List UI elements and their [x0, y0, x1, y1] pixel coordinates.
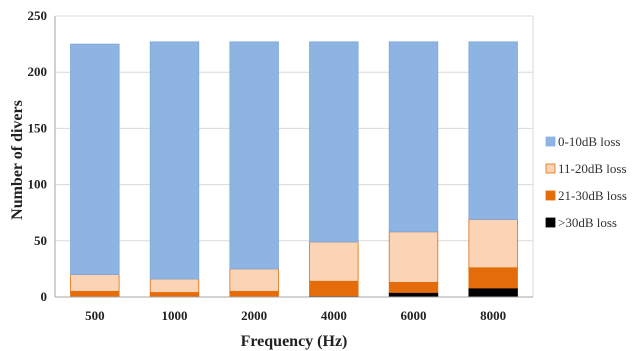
legend-swatch [545, 217, 556, 228]
legend-label: 21-30dB loss [558, 188, 627, 203]
bar-segment [70, 274, 120, 292]
axes [54, 16, 533, 298]
y-tick-label: 250 [28, 8, 48, 23]
gridlines [55, 15, 534, 298]
y-axis-label: Number of divers [9, 100, 26, 220]
bar-segment [309, 41, 359, 243]
x-tick-label: 8000 [480, 308, 506, 323]
y-tick-label: 150 [28, 120, 48, 135]
bar-segment [388, 41, 439, 233]
x-tick-label: 4000 [321, 308, 347, 323]
bar-segment [229, 41, 279, 270]
bar-segment [229, 290, 279, 298]
y-tick-labels: 0 50 100 150 200 250 [28, 8, 48, 304]
bar-segment [468, 287, 518, 298]
bar-segment [468, 267, 518, 289]
bar-segment [388, 281, 439, 293]
bar-segment [468, 41, 518, 220]
bar-segment [149, 41, 200, 280]
y-tick-label: 50 [34, 233, 47, 248]
legend-label: 0-10dB loss [558, 134, 620, 149]
legend-label: >30dB loss [558, 215, 617, 230]
bar-segment [388, 292, 439, 298]
x-tick-label: 6000 [401, 308, 427, 323]
legend: 0-10dB loss 11-20dB loss 21-30dB loss >30dB… [545, 134, 627, 230]
x-tick-labels: 500 1000 2000 4000 6000 8000 [85, 308, 506, 323]
bar-segment [309, 280, 359, 297]
x-axis-label: Frequency (Hz) [241, 333, 348, 350]
legend-swatch [545, 163, 556, 174]
bar-segment [229, 268, 279, 292]
x-tick-label: 500 [85, 308, 105, 323]
bar-segment [70, 290, 120, 298]
y-tick-label: 0 [41, 289, 48, 304]
bar-segment [468, 219, 518, 269]
x-tick-label: 1000 [162, 308, 188, 323]
bar-segment [149, 278, 200, 293]
y-tick-label: 100 [28, 177, 48, 192]
bar-segment [70, 43, 120, 275]
bar-segment [149, 292, 200, 298]
legend-swatch [545, 136, 556, 147]
bar-segment [388, 231, 439, 283]
x-tick-label: 2000 [241, 308, 267, 323]
y-tick-label: 200 [28, 64, 48, 79]
legend-swatch [545, 190, 556, 201]
legend-label: 11-20dB loss [558, 161, 627, 176]
bars [70, 41, 518, 298]
bar-segment [309, 241, 359, 282]
